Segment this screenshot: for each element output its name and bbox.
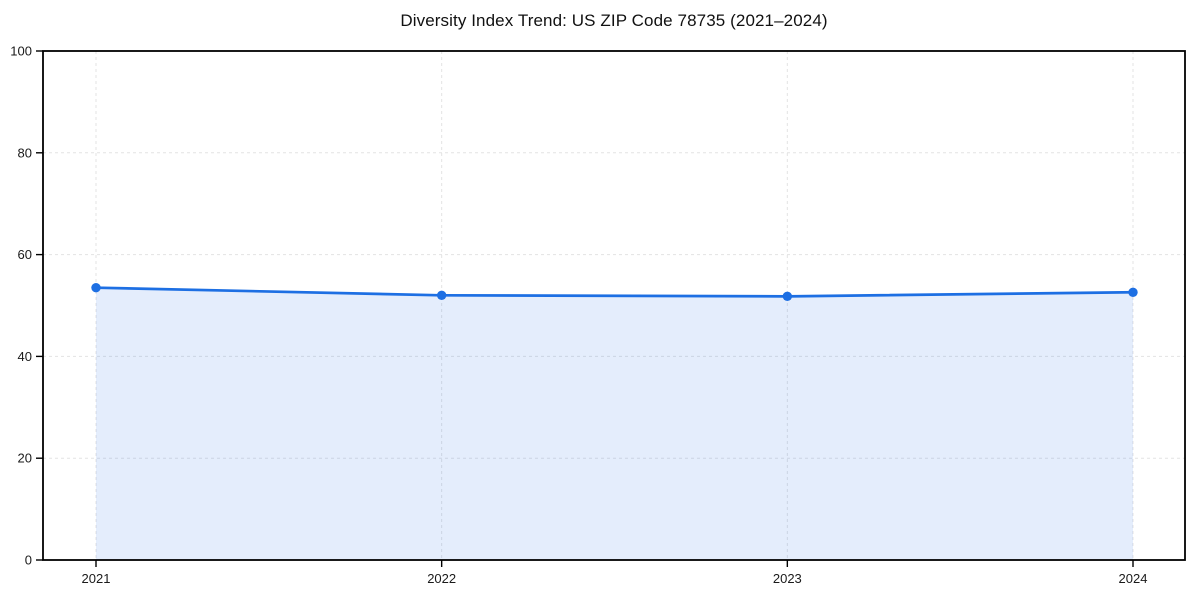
data-point-2022 xyxy=(436,290,447,301)
data-point-2023 xyxy=(782,291,793,302)
y-tick-label: 60 xyxy=(18,247,32,262)
y-tick-label: 20 xyxy=(18,451,32,466)
data-point-2024 xyxy=(1128,287,1138,297)
series-line xyxy=(94,286,1135,298)
x-tick-label: 2021 xyxy=(82,571,111,586)
x-tick-label: 2022 xyxy=(427,571,456,586)
x-tick-label: 2023 xyxy=(773,571,802,586)
chart-title: Diversity Index Trend: US ZIP Code 78735… xyxy=(400,11,828,30)
y-tick-label: 0 xyxy=(25,553,32,568)
x-tick-label: 2024 xyxy=(1119,571,1148,586)
y-tick-label: 100 xyxy=(10,44,32,59)
plot-border xyxy=(42,50,1186,561)
data-point-2021 xyxy=(91,282,101,293)
y-tick-label: 80 xyxy=(18,145,32,160)
y-tick-label: 40 xyxy=(18,349,32,364)
series-area-fill xyxy=(96,287,1133,560)
